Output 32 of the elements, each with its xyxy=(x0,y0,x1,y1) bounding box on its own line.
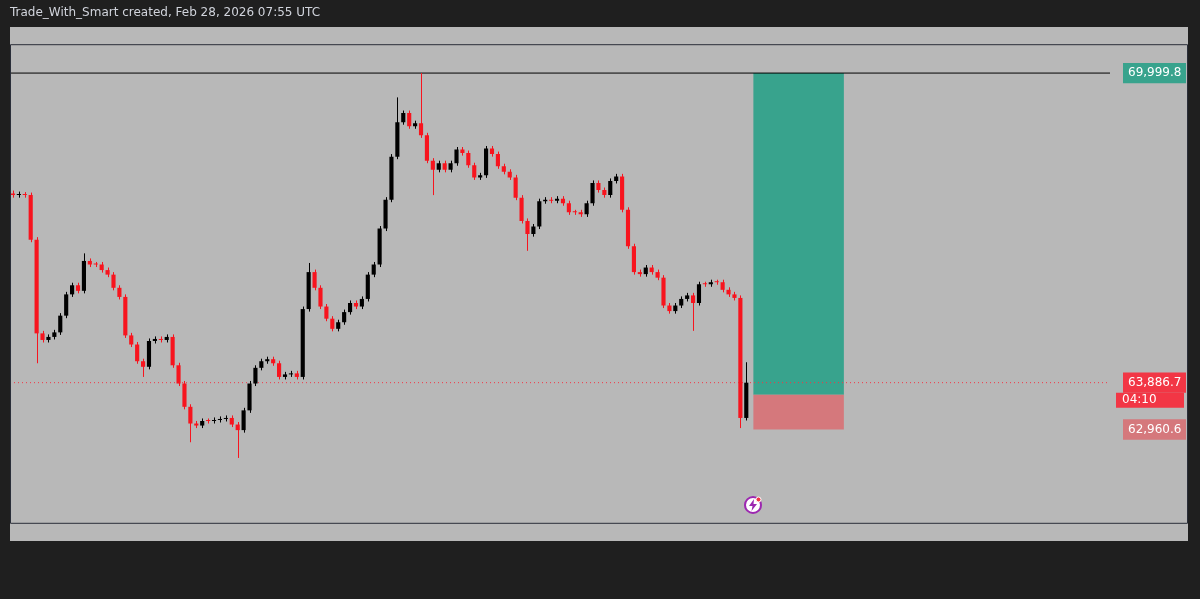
candlestick xyxy=(188,403,193,443)
candlestick xyxy=(277,360,282,380)
candlestick xyxy=(696,281,702,307)
candlestick xyxy=(312,269,317,291)
candlestick xyxy=(513,174,518,201)
candlestick xyxy=(111,271,116,291)
candlestick xyxy=(253,364,258,387)
candlestick xyxy=(141,358,146,378)
y-tick-label: 69,999.8 xyxy=(1128,65,1182,80)
candlestick xyxy=(608,177,613,199)
candlestick xyxy=(241,407,246,434)
y-tick-label: 63,886.7 xyxy=(1128,374,1182,389)
candlestick xyxy=(691,292,696,332)
candlestick xyxy=(217,415,223,424)
candlestick xyxy=(418,72,424,139)
candlestick xyxy=(525,217,530,252)
text: 04:10 xyxy=(1122,392,1157,407)
text: Trade_With_Smart created, Feb 28, 2026 07:55 UTC xyxy=(10,5,321,19)
candlestick xyxy=(135,341,140,365)
candlestick xyxy=(519,194,524,224)
candlestick xyxy=(176,362,181,387)
candlestick xyxy=(58,312,63,336)
candlestick xyxy=(430,157,435,196)
candlestick xyxy=(590,179,595,207)
candlestick xyxy=(182,380,187,410)
candlestick xyxy=(318,284,323,310)
candlestick xyxy=(206,417,211,425)
y-tick-label: 62,960.6 xyxy=(1128,421,1182,436)
candlestick xyxy=(407,110,412,130)
candlestick xyxy=(454,146,459,167)
candlestick xyxy=(64,291,69,319)
candlestick xyxy=(211,416,217,425)
